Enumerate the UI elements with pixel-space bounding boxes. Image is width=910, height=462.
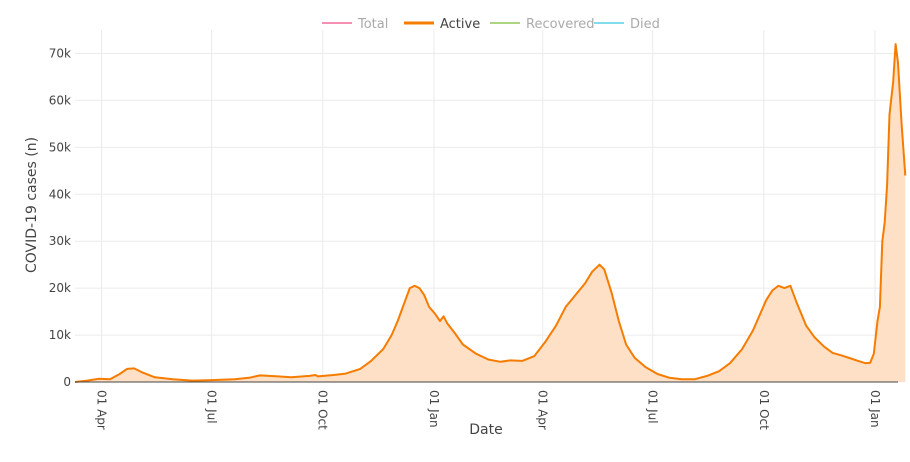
y-tick-label: 30k — [49, 234, 71, 248]
series-line-active[interactable] — [74, 43, 907, 383]
legend[interactable]: Total Active Recovered Died — [322, 17, 660, 32]
x-tick-label: 01 Jan — [427, 390, 441, 428]
legend-item-active[interactable]: Active — [404, 17, 480, 32]
legend-label: Total — [357, 17, 388, 32]
y-tick-label: 20k — [49, 281, 71, 295]
legend-label: Active — [440, 17, 480, 32]
y-tick-label: 40k — [49, 187, 71, 201]
legend-label: Died — [630, 17, 660, 32]
series-area-active — [75, 44, 906, 382]
legend-item-total[interactable]: Total — [322, 17, 388, 32]
legend-label: Recovered — [526, 17, 595, 32]
x-tick-label: 01 Oct — [757, 390, 771, 430]
x-tick-label: 01 Jul — [646, 390, 660, 424]
x-tick-label: 01 Jul — [205, 390, 219, 424]
y-tick-label: 60k — [49, 93, 71, 107]
y-axis-title: COVID-19 cases (n) — [24, 137, 40, 273]
x-tick-label: 01 Apr — [536, 390, 550, 430]
y-tick-label: 10k — [49, 328, 71, 342]
series-area-layer — [74, 43, 907, 383]
x-tick-label: 01 Jan — [868, 390, 882, 428]
legend-item-died[interactable]: Died — [594, 17, 660, 32]
y-tick-label: 50k — [49, 140, 71, 154]
y-tick-label: 0 — [63, 375, 71, 389]
x-tick-label: 01 Apr — [95, 390, 109, 430]
legend-item-recovered[interactable]: Recovered — [490, 17, 595, 32]
x-tick-label: 01 Oct — [316, 390, 330, 430]
axes: 0 10k 20k 30k 40k 50k 60k 70k 01 Apr 01 Jul 01 Oct… — [49, 46, 898, 430]
y-tick-label: 70k — [49, 46, 71, 60]
x-axis-title: Date — [469, 422, 502, 438]
